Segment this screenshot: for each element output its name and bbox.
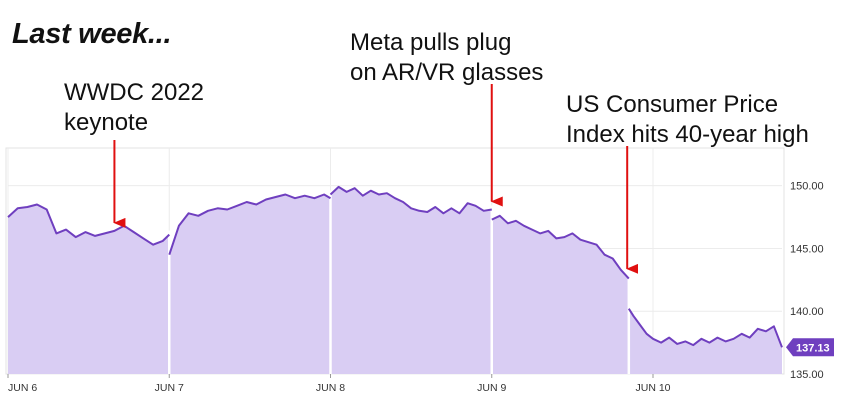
annotation-meta-line-1: Meta pulls plug — [350, 29, 512, 56]
last-price-badge: 137.13 — [786, 338, 834, 357]
x-tick-label-4: JUN 10 — [635, 382, 670, 394]
headline: Last week... — [12, 18, 172, 50]
y-tick-label-0: 150.00 — [790, 181, 824, 193]
annotation-wwdc-line-2: keynote — [64, 109, 149, 136]
x-axis-ticks: JUN 6 JUN 7 JUN 8 JUN 9 JUN 10 — [7, 374, 671, 394]
annotation-cpi-line-1: US Consumer Price — [566, 91, 779, 118]
annotation-wwdc-line-1: WWDC 2022 — [64, 79, 205, 106]
area-segment-2 — [330, 186, 492, 374]
price-line-1 — [168, 193, 332, 256]
y-axis-ticks: 150.00 145.00 140.00 135.00 — [790, 181, 824, 381]
y-tick-label-3: 135.00 — [790, 369, 824, 381]
price-line-0 — [7, 203, 170, 246]
x-tick-label-3: JUN 9 — [477, 382, 506, 394]
last-price-badge-shape — [786, 338, 834, 357]
x-tick-label-0: JUN 6 — [8, 382, 37, 394]
last-price-value: 137.13 — [796, 342, 830, 354]
price-line-3 — [491, 214, 630, 280]
y-tick-label-1: 145.00 — [790, 243, 824, 255]
annotation-arrows — [113, 84, 639, 274]
annotation-cpi-line-2: Index hits 40-year high — [566, 121, 809, 148]
x-tick-label-2: JUN 8 — [316, 382, 345, 394]
annotation-cpi: US Consumer Price Index hits 40-year hig… — [566, 90, 809, 150]
annotation-wwdc: WWDC 2022 keynote — [64, 78, 204, 138]
area-segment-0 — [8, 204, 170, 374]
annotation-meta-line-2: on AR/VR glasses — [350, 59, 544, 86]
price-line-4 — [627, 308, 783, 348]
annotation-meta: Meta pulls plug on AR/VR glasses — [350, 28, 543, 88]
area-segment-3 — [491, 215, 629, 374]
area-segment-1 — [169, 194, 331, 374]
y-tick-label-2: 140.00 — [790, 306, 824, 318]
price-line-2 — [329, 185, 492, 215]
x-tick-label-1: JUN 7 — [155, 382, 184, 394]
price-lines — [7, 185, 783, 348]
